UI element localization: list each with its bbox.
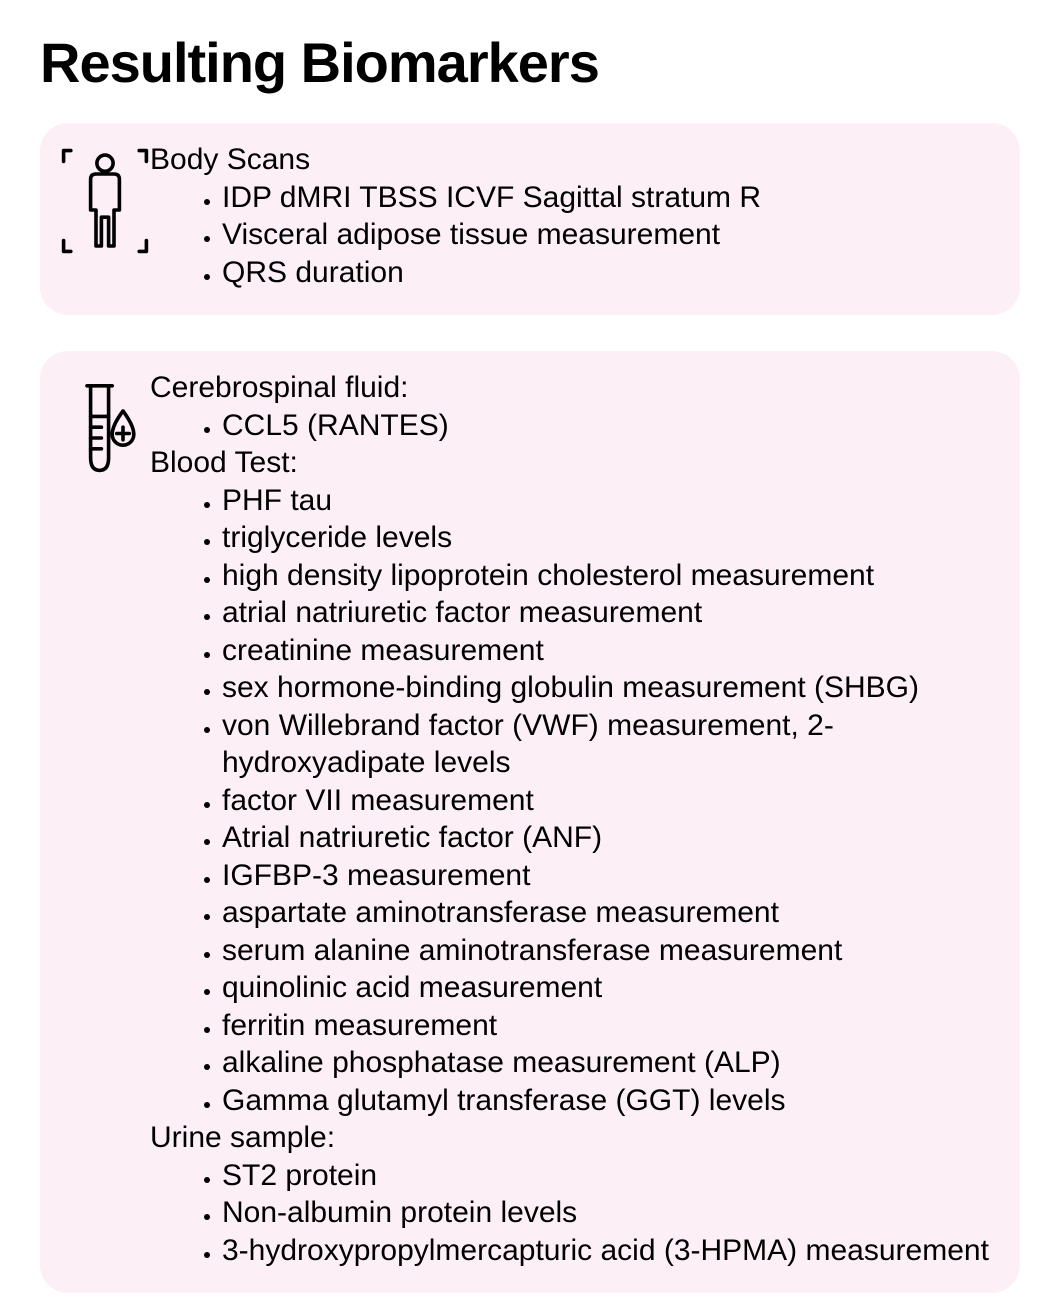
list-item: CCL5 (RANTES) — [222, 407, 990, 445]
list-item: ST2 protein — [222, 1157, 990, 1195]
list-item: alkaline phosphatase measurement (ALP) — [222, 1044, 990, 1082]
list-item: high density lipoprotein cholesterol mea… — [222, 557, 990, 595]
list-item: aspartate aminotransferase measurement — [222, 894, 990, 932]
biomarker-list: IDP dMRI TBSS ICVF Sagittal stratum R Vi… — [150, 179, 990, 292]
list-item: Non-albumin protein levels — [222, 1194, 990, 1232]
body-scan-icon — [60, 147, 150, 260]
card-body-scans-content: Body Scans IDP dMRI TBSS ICVF Sagittal s… — [150, 141, 990, 291]
list-item: Atrial natriuretic factor (ANF) — [222, 819, 990, 857]
list-item: creatinine measurement — [222, 632, 990, 670]
list-item: Visceral adipose tissue measurement — [222, 216, 990, 254]
biomarker-list: PHF tau triglyceride levels high density… — [150, 482, 990, 1120]
section-label: Blood Test: — [150, 444, 990, 482]
lab-tube-icon — [60, 375, 150, 488]
card-body-scans: Body Scans IDP dMRI TBSS ICVF Sagittal s… — [40, 123, 1020, 315]
list-item: IGFBP-3 measurement — [222, 857, 990, 895]
list-item: sex hormone-binding globulin measurement… — [222, 669, 990, 707]
list-item: atrial natriuretic factor measurement — [222, 594, 990, 632]
list-item: factor VII measurement — [222, 782, 990, 820]
list-item: ferritin measurement — [222, 1007, 990, 1045]
list-item: von Willebrand factor (VWF) measurement,… — [222, 707, 990, 782]
page-title: Resulting Biomarkers — [40, 30, 1020, 95]
list-item: triglyceride levels — [222, 519, 990, 557]
list-item: quinolinic acid measurement — [222, 969, 990, 1007]
section-label: Urine sample: — [150, 1119, 990, 1157]
list-item: 3-hydroxypropylmercapturic acid (3-HPMA)… — [222, 1232, 990, 1270]
biomarker-list: CCL5 (RANTES) — [150, 407, 990, 445]
card-lab-tests-content: Cerebrospinal fluid: CCL5 (RANTES) Blood… — [150, 369, 990, 1269]
section-label: Body Scans — [150, 141, 990, 179]
list-item: IDP dMRI TBSS ICVF Sagittal stratum R — [222, 179, 990, 217]
section-label: Cerebrospinal fluid: — [150, 369, 990, 407]
biomarker-list: ST2 protein Non-albumin protein levels 3… — [150, 1157, 990, 1270]
list-item: QRS duration — [222, 254, 990, 292]
card-lab-tests: Cerebrospinal fluid: CCL5 (RANTES) Blood… — [40, 351, 1020, 1293]
list-item: PHF tau — [222, 482, 990, 520]
list-item: Gamma glutamyl transferase (GGT) levels — [222, 1082, 990, 1120]
list-item: serum alanine aminotransferase measureme… — [222, 932, 990, 970]
